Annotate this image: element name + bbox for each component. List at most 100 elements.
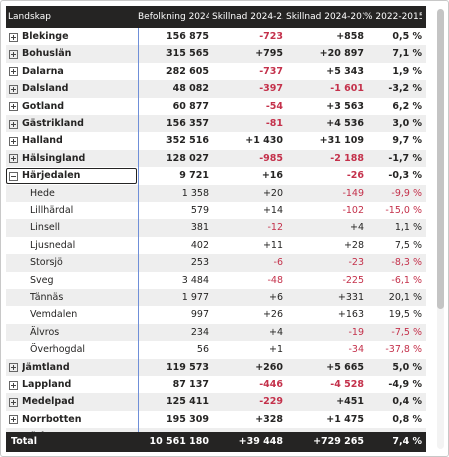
value-cell: 282 605 <box>166 65 209 77</box>
name-cell: Dalsland <box>22 83 69 95</box>
value-cell: -723 <box>259 31 283 42</box>
expand-toggle[interactable] <box>9 32 18 42</box>
value-cell: 0,4 % <box>392 396 422 408</box>
scrollbar-thumb[interactable] <box>437 9 444 309</box>
value-cell: +6 <box>268 292 283 303</box>
table-row: Dalsland 48 082 -397 -1 601 -3,2 % <box>6 80 426 98</box>
table-row: Tännäs 1 977 +6 +331 20,1 % <box>6 289 426 307</box>
column-header[interactable]: Befolkning 2024 <box>138 12 209 22</box>
value-cell: -4 528 <box>330 379 364 390</box>
column-divider <box>138 28 139 432</box>
value-cell: 315 565 <box>166 48 209 60</box>
name-cell: Medelpad <box>22 396 75 408</box>
name-cell: Älvros <box>30 326 60 338</box>
value-cell: +5 665 <box>326 361 364 373</box>
table-row: Blekinge 156 875 -723 +858 0,5 % <box>6 28 426 45</box>
value-cell: 6,2 % <box>392 100 422 112</box>
value-cell: +331 <box>337 292 364 303</box>
column-header[interactable]: Skillnad 2024-2015 <box>286 12 364 22</box>
table-row: Storsjö 253 -6 -23 -8,3 % <box>6 254 426 272</box>
table-row: Lillhärdal 579 +14 -102 -15,0 % <box>6 202 426 219</box>
name-cell: Norrbotten <box>22 413 82 425</box>
value-cell: +5 343 <box>326 65 364 77</box>
table-row: Dalarna 282 605 -737 +5 343 1,9 % <box>6 63 426 80</box>
value-cell: +31 109 <box>319 135 364 147</box>
value-cell: -34 <box>348 344 364 356</box>
table-row: Älvros 234 +4 -19 -7,5 % <box>6 323 426 342</box>
value-cell: -149 <box>342 187 364 199</box>
table-row: Överhogdal 56 +1 -34 -37,8 % <box>6 341 426 358</box>
value-cell: 87 137 <box>172 379 209 390</box>
value-cell: -4,9 % <box>388 379 422 390</box>
value-cell: 1 977 <box>181 292 209 303</box>
name-cell: Härjedalen <box>22 170 81 182</box>
value-cell: 128 027 <box>166 152 209 164</box>
value-cell: -2 188 <box>330 152 364 164</box>
value-cell: -0,3 % <box>388 170 422 182</box>
value-cell: 125 411 <box>166 396 209 408</box>
value-cell: +451 <box>336 396 364 408</box>
value-cell: -26 <box>346 170 364 182</box>
value-cell: -1,7 % <box>388 152 422 164</box>
value-cell: 253 <box>190 257 209 269</box>
value-cell: 7,1 % <box>392 48 422 60</box>
expand-toggle[interactable] <box>9 67 18 77</box>
value-cell: -3,2 % <box>388 83 422 95</box>
expand-toggle[interactable] <box>9 380 18 390</box>
column-header[interactable]: Landskap <box>8 12 51 22</box>
expand-toggle[interactable] <box>9 171 18 181</box>
expand-toggle[interactable] <box>9 102 18 112</box>
value-cell: +729 265 <box>313 436 364 447</box>
value-cell: 997 <box>190 309 209 321</box>
value-cell: +26 <box>262 309 283 321</box>
expand-toggle[interactable] <box>9 119 18 129</box>
value-cell: -37,8 % <box>385 344 422 356</box>
expand-toggle[interactable] <box>9 154 18 164</box>
name-cell: Linsell <box>30 222 61 234</box>
value-cell: +39 448 <box>238 436 283 447</box>
expand-toggle[interactable] <box>9 363 18 373</box>
expand-toggle[interactable] <box>9 415 18 425</box>
value-cell: +14 <box>262 205 283 216</box>
expand-toggle[interactable] <box>9 397 18 407</box>
column-header[interactable]: % 2022-2015 <box>364 12 422 22</box>
value-cell: -7,5 % <box>391 326 422 338</box>
expand-toggle[interactable] <box>9 84 18 94</box>
value-cell: 195 309 <box>166 413 209 425</box>
value-cell: -985 <box>259 152 283 164</box>
name-cell: Sveg <box>30 274 54 286</box>
value-cell: -8,3 % <box>391 257 422 269</box>
value-cell: 1,9 % <box>392 65 422 77</box>
value-cell: 0,8 % <box>392 413 422 425</box>
expand-toggle[interactable] <box>9 136 18 146</box>
value-cell: +795 <box>255 48 283 60</box>
table-row: Hälsingland 128 027 -985 -2 188 -1,7 % <box>6 149 426 168</box>
value-cell: -12 <box>267 222 283 234</box>
selection-outline <box>6 168 137 185</box>
value-cell: -229 <box>259 396 283 408</box>
table-row: Linsell 381 -12 +4 1,1 % <box>6 219 426 237</box>
name-cell: Dalarna <box>22 65 64 77</box>
value-cell: +1 430 <box>245 135 283 147</box>
column-header[interactable]: Skillnad 2024-23 <box>212 12 283 22</box>
value-cell: -19 <box>348 326 364 338</box>
value-cell: 7,4 % <box>392 436 422 447</box>
name-cell: Storsjö <box>30 257 63 269</box>
name-cell: Lappland <box>22 379 72 390</box>
table-row: Gotland 60 877 -54 +3 563 6,2 % <box>6 98 426 115</box>
value-cell: 381 <box>190 222 209 234</box>
name-cell: Gästrikland <box>22 118 84 129</box>
table-row: Härjedalen 9 721 +16 -26 -0,3 % <box>6 167 426 185</box>
table-row: Vemdalen 997 +26 +163 19,5 % <box>6 306 426 323</box>
value-cell: +4 <box>349 222 364 234</box>
expand-toggle[interactable] <box>9 49 18 59</box>
value-cell: +20 <box>262 187 283 199</box>
value-cell: +16 <box>261 170 283 182</box>
value-cell: 3,0 % <box>392 118 422 129</box>
name-cell: Lillhärdal <box>30 205 74 216</box>
name-cell: Total <box>11 436 37 447</box>
value-cell: 0,5 % <box>392 31 422 42</box>
value-cell: +4 <box>268 326 283 338</box>
value-cell: +328 <box>255 413 283 425</box>
